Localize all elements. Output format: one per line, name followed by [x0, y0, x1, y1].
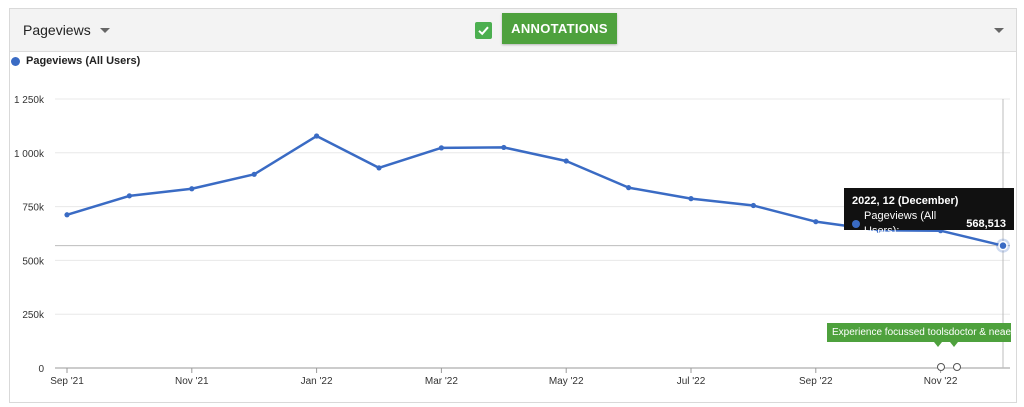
y-tick-label: 0 [38, 364, 44, 375]
data-point[interactable] [813, 219, 819, 225]
data-point[interactable] [376, 165, 382, 171]
data-point[interactable] [563, 158, 569, 164]
chart-toolbar: Pageviews ANNOTATIONS [10, 9, 1016, 52]
data-point[interactable] [438, 145, 444, 151]
x-tick-label: May '22 [549, 376, 584, 387]
x-tick-label: Nov '22 [924, 376, 958, 387]
annotation-flag[interactable]: Experience focussed toolsdoctor & neaera [827, 323, 1011, 342]
y-tick-label: 500k [22, 256, 45, 267]
x-tick-label: Jan '22 [301, 376, 333, 387]
y-tick-label: 250k [22, 310, 45, 321]
y-tick-label: 750k [22, 203, 45, 214]
y-tick-label: 1 250k [14, 95, 45, 106]
annotation-pointer [934, 342, 942, 347]
tooltip-title: 2022, 12 (December) [852, 195, 959, 207]
x-tick-label: Sep '22 [799, 376, 833, 387]
chart-legend[interactable]: Pageviews (All Users) [11, 55, 140, 67]
annotation-marker[interactable] [953, 363, 961, 371]
chevron-down-icon [99, 28, 110, 33]
data-point[interactable] [251, 171, 257, 177]
annotations-button[interactable]: ANNOTATIONS [502, 13, 617, 44]
annotation-pointer [950, 342, 958, 347]
x-tick-label: Jul '22 [677, 376, 706, 387]
legend-marker [11, 56, 20, 66]
metric-label: Pageviews [23, 22, 91, 38]
metric-dropdown[interactable]: Pageviews [23, 22, 110, 38]
x-tick-label: Sep '21 [50, 376, 84, 387]
tooltip-value: 568,513 [966, 217, 1006, 230]
data-point[interactable] [314, 133, 320, 139]
x-tick-label: Nov '21 [175, 376, 209, 387]
data-point[interactable] [64, 212, 70, 218]
y-tick-label: 1 000k [14, 149, 45, 160]
annotations-checkbox[interactable] [475, 22, 492, 39]
legend-label: Pageviews (All Users) [26, 55, 141, 67]
check-icon [478, 26, 489, 36]
tooltip-series-dot [852, 220, 860, 228]
data-point[interactable] [750, 202, 757, 209]
tooltip-series-name: Pageviews (All Users): [864, 210, 937, 237]
data-point[interactable] [126, 193, 132, 199]
data-point[interactable] [998, 240, 1008, 251]
data-point[interactable] [626, 185, 632, 191]
data-tooltip: 2022, 12 (December) Pageviews (All Users… [844, 188, 1014, 237]
data-point[interactable] [688, 196, 694, 202]
data-point[interactable] [189, 186, 195, 192]
x-tick-label: Mar '22 [425, 376, 458, 387]
collapse-chevron-icon[interactable] [994, 28, 1004, 33]
data-point[interactable] [501, 144, 507, 151]
annotation-marker[interactable] [937, 363, 945, 371]
